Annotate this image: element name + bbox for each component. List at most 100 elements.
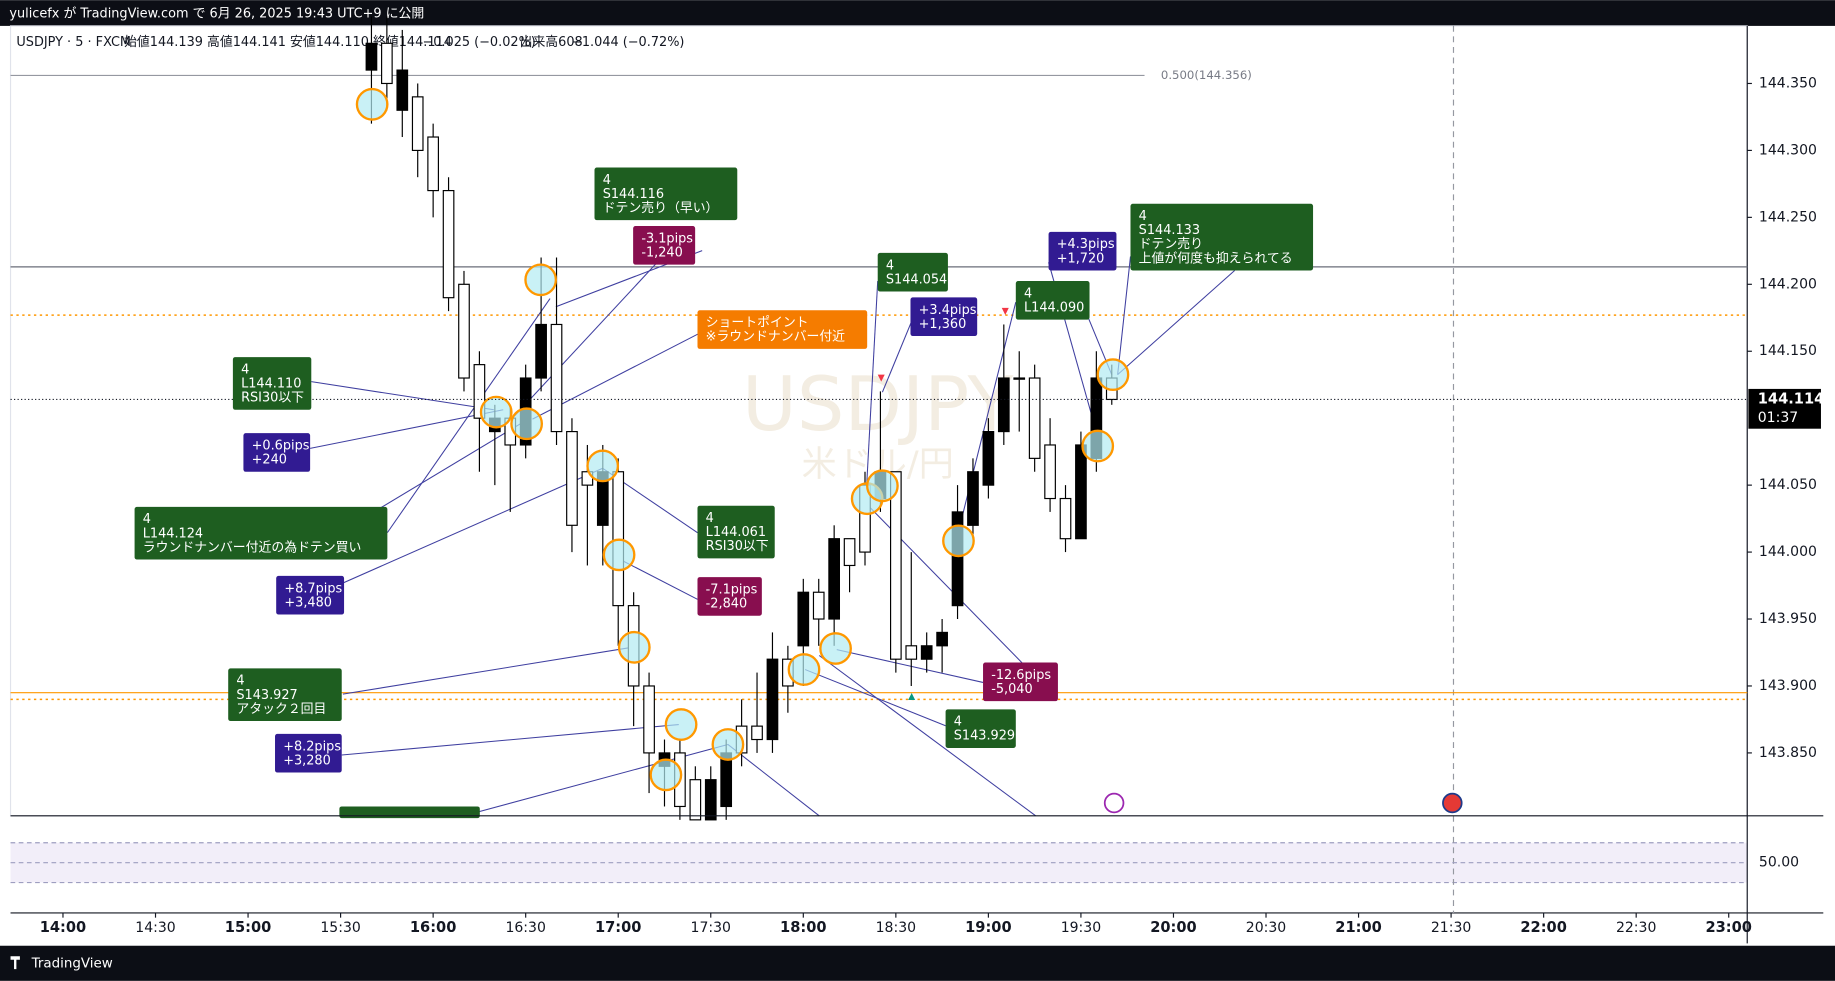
candle-body bbox=[843, 538, 856, 567]
annotation-text: +3,280 bbox=[283, 753, 331, 768]
annotation-text: L144.061 bbox=[706, 525, 766, 540]
candle-body bbox=[704, 779, 717, 821]
trade-marker bbox=[787, 653, 821, 686]
candle-body bbox=[535, 323, 547, 379]
annotation-box bbox=[594, 167, 738, 221]
price-tick-label: 144.250 bbox=[1759, 209, 1817, 225]
countdown: 01:37 bbox=[1758, 410, 1798, 426]
candle-body bbox=[1028, 377, 1041, 459]
annotation-connector bbox=[881, 318, 914, 393]
annotation-text: 4 bbox=[886, 258, 894, 273]
candle-body bbox=[828, 538, 841, 620]
annotation-box bbox=[697, 505, 775, 559]
annotation-text: RSI30以下 bbox=[241, 391, 304, 406]
annotation-text: ショートポイント bbox=[706, 316, 809, 331]
annotation-text: 4 bbox=[241, 362, 249, 377]
event-icon[interactable] bbox=[1103, 792, 1125, 814]
annotation-box bbox=[1130, 203, 1314, 271]
candle-body bbox=[982, 430, 995, 486]
annotation-connector bbox=[341, 724, 679, 756]
annotation-text: -3.1pips bbox=[641, 231, 693, 246]
annotation-box bbox=[697, 577, 762, 616]
candle-body bbox=[997, 377, 1010, 433]
annotation-box bbox=[1015, 281, 1090, 320]
time-tick-label: 15:30 bbox=[320, 920, 360, 936]
annotation-box bbox=[243, 433, 311, 472]
annotation-text: S144.133 bbox=[1139, 223, 1200, 238]
annotation-connector bbox=[310, 409, 504, 449]
annotation-text: +240 bbox=[252, 453, 287, 468]
annotation-connector bbox=[620, 559, 698, 600]
annotation-text: +8.2pips bbox=[283, 739, 341, 754]
annotation-text: 4 bbox=[706, 511, 714, 526]
candle-body bbox=[1044, 444, 1056, 500]
annotation-box bbox=[275, 733, 342, 773]
time-tick-label: 23:00 bbox=[1705, 919, 1752, 936]
annotation-connector bbox=[311, 381, 494, 411]
legend: USDJPY · 5 · FXCM 始値144.139 高値144.141 安値… bbox=[16, 34, 684, 50]
annotation-text: 4 bbox=[236, 674, 244, 689]
flag-icon[interactable] bbox=[1442, 792, 1463, 814]
candle-body bbox=[365, 42, 378, 71]
annotation-text: S144.054 bbox=[886, 272, 947, 287]
price-tick-label: 144.150 bbox=[1759, 343, 1817, 359]
annotation-text: +4.3pips bbox=[1057, 237, 1115, 252]
annotation-text: L144.090 bbox=[1024, 300, 1084, 315]
annotation-box bbox=[633, 226, 696, 265]
candle-body bbox=[381, 42, 393, 85]
legend-change: −0.025 (−0.02%) bbox=[422, 35, 535, 50]
time-tick-label: 22:00 bbox=[1520, 919, 1567, 936]
candle-body bbox=[689, 779, 702, 821]
trade-marker bbox=[664, 708, 698, 741]
annotation-text: RSI30以下 bbox=[706, 539, 769, 554]
time-tick-label: 17:30 bbox=[691, 920, 731, 936]
time-tick-label: 16:30 bbox=[505, 920, 545, 936]
annotation-connector bbox=[311, 467, 603, 598]
annotation-box bbox=[1048, 231, 1117, 271]
annotation-box bbox=[910, 297, 978, 337]
candle-body bbox=[1059, 497, 1072, 540]
annotation-connector bbox=[727, 744, 820, 817]
candle-body bbox=[473, 364, 486, 419]
legend-volume: 出来高608 bbox=[520, 34, 583, 50]
annotation-text: ドテン売り（早い） bbox=[603, 200, 719, 216]
brand-name: TradingView bbox=[31, 956, 113, 971]
price-tick-label: 144.000 bbox=[1759, 544, 1817, 560]
annotation-text: -1,240 bbox=[641, 245, 682, 260]
time-tick-label: 16:00 bbox=[410, 919, 457, 936]
annotation-box bbox=[232, 357, 312, 410]
candle-body bbox=[936, 631, 948, 647]
last-price-label: 144.114 bbox=[1758, 390, 1825, 407]
candle-body bbox=[920, 645, 933, 660]
candle-body bbox=[566, 430, 578, 526]
annotation-connector bbox=[342, 646, 633, 695]
time-tick-label: 18:00 bbox=[780, 919, 827, 936]
annotation-text: +3.4pips bbox=[919, 303, 977, 318]
price-tick-label: 144.300 bbox=[1759, 142, 1817, 158]
annotation-text: 4 bbox=[143, 512, 151, 527]
annotation-connector bbox=[1117, 270, 1235, 376]
legend-symbol: USDJPY · 5 · FXCM bbox=[16, 35, 131, 50]
annotation-box bbox=[134, 506, 388, 560]
publish-info: yulicefx が TradingView.com で 6月 26, 2025… bbox=[9, 7, 424, 22]
annotation-box bbox=[276, 575, 345, 615]
candle-body bbox=[411, 96, 424, 151]
candle-body bbox=[951, 511, 964, 607]
annotation-text: -5,040 bbox=[991, 682, 1032, 697]
time-tick-label: 20:00 bbox=[1150, 919, 1197, 936]
time-tick-label: 19:00 bbox=[965, 919, 1012, 936]
annotation-text: S143.929 bbox=[954, 729, 1015, 744]
annotation-text: アタック２回目 bbox=[236, 702, 326, 717]
top-bar bbox=[0, 0, 1835, 26]
annotation-connector bbox=[865, 280, 879, 498]
trade-marker bbox=[942, 524, 975, 558]
annotation-box bbox=[877, 252, 948, 292]
annotation-text: L144.110 bbox=[241, 377, 301, 392]
annotation-text: 上値が何度も抑えられてる bbox=[1139, 250, 1293, 266]
trade-marker bbox=[355, 87, 389, 121]
brand-logo bbox=[10, 956, 20, 970]
candle-body bbox=[550, 323, 563, 433]
